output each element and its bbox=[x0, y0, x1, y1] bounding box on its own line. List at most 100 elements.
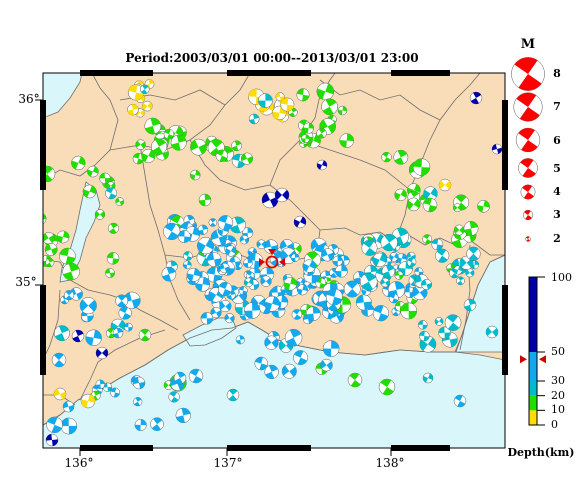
earthquake-event bbox=[218, 281, 233, 297]
earthquake-event bbox=[321, 248, 335, 262]
earthquake-event bbox=[62, 262, 80, 281]
earthquake-event bbox=[381, 151, 392, 163]
earthquake-event bbox=[463, 298, 477, 312]
earthquake-event bbox=[261, 191, 279, 209]
earthquake-event bbox=[175, 407, 191, 424]
earthquake-event bbox=[280, 97, 295, 112]
earthquake-event bbox=[224, 313, 235, 324]
depth-colorbar-bands bbox=[529, 277, 537, 425]
magnitude-symbol-7 bbox=[513, 92, 543, 122]
earthquake-event bbox=[453, 203, 462, 213]
earthquake-event bbox=[359, 273, 378, 291]
earthquake-event bbox=[163, 128, 175, 140]
earthquake-event bbox=[380, 277, 390, 288]
earthquake-event bbox=[296, 88, 310, 102]
lon-label-137: 137° bbox=[214, 456, 243, 470]
earthquake-event bbox=[127, 103, 139, 116]
magnitude-symbol-2 bbox=[525, 236, 531, 242]
magnitude-label-7: 7 bbox=[553, 100, 561, 113]
earthquake-event bbox=[347, 372, 363, 388]
magnitude-label-2: 2 bbox=[553, 232, 561, 245]
earthquake-event bbox=[118, 306, 132, 320]
earthquake-event bbox=[115, 294, 129, 308]
earthquake-event bbox=[302, 259, 316, 273]
earthquake-event bbox=[107, 222, 120, 234]
depth-tick-50: 50 bbox=[551, 345, 565, 358]
depth-band bbox=[529, 381, 537, 396]
earthquake-event bbox=[256, 239, 267, 250]
depth-band bbox=[529, 395, 537, 411]
earthquake-event bbox=[134, 419, 147, 432]
earthquake-event bbox=[421, 278, 433, 290]
target-marker-icon bbox=[259, 249, 285, 269]
earthquake-event bbox=[466, 246, 481, 261]
earthquake-event bbox=[343, 280, 361, 298]
lat-label-35: 35° bbox=[15, 275, 36, 289]
earthquake-event bbox=[231, 140, 242, 152]
earthquake-event bbox=[215, 149, 229, 162]
earthquake-event bbox=[87, 165, 99, 178]
earthquake-event bbox=[62, 400, 75, 413]
earthquake-event bbox=[438, 326, 451, 339]
earthquake-event bbox=[46, 416, 63, 434]
earthquake-event bbox=[60, 417, 78, 435]
earthquake-event bbox=[293, 215, 307, 229]
earthquake-event bbox=[240, 152, 254, 165]
earthquake-event bbox=[115, 197, 125, 207]
earthquake-event bbox=[82, 184, 97, 199]
earthquake-event bbox=[206, 252, 222, 267]
earthquake-event bbox=[235, 335, 245, 345]
earthquake-event bbox=[238, 286, 248, 296]
earthquake-event bbox=[69, 287, 83, 301]
earthquake-event bbox=[456, 276, 465, 286]
axis-labels: 36° 35° 136° 137° 138° bbox=[15, 92, 404, 470]
depth-band bbox=[529, 277, 537, 352]
earthquake-event bbox=[372, 252, 387, 268]
earthquake-event bbox=[189, 169, 201, 181]
earthquake-event bbox=[71, 329, 85, 343]
earthquake-event bbox=[132, 376, 146, 390]
earthquake-event bbox=[254, 356, 269, 371]
earthquake-event bbox=[485, 325, 499, 339]
lat-label-36: 36° bbox=[18, 92, 39, 106]
earthquake-event bbox=[210, 307, 222, 319]
earthquake-event bbox=[274, 187, 290, 203]
lon-label-136: 136° bbox=[65, 456, 94, 470]
earthquake-event bbox=[217, 215, 234, 231]
earthquake-event bbox=[453, 224, 465, 236]
earthquake-event bbox=[112, 327, 124, 339]
magnitude-label-6: 6 bbox=[553, 134, 561, 147]
earthquake-event bbox=[400, 302, 418, 320]
earthquake-event bbox=[275, 92, 285, 102]
earthquake-events bbox=[43, 79, 503, 447]
earthquake-event bbox=[316, 82, 335, 101]
earthquake-event bbox=[258, 93, 273, 109]
earthquake-event bbox=[225, 245, 237, 257]
earthquake-event bbox=[186, 267, 201, 282]
earthquake-event bbox=[197, 224, 209, 235]
earthquake-event bbox=[188, 368, 204, 384]
earthquake-event bbox=[95, 346, 109, 360]
earthquake-event bbox=[99, 172, 111, 184]
depth-tick-20: 20 bbox=[551, 389, 565, 402]
earthquake-event bbox=[389, 252, 399, 262]
earthquake-event bbox=[59, 247, 76, 265]
earthquake-event bbox=[144, 117, 162, 135]
depth-tick-100: 100 bbox=[551, 271, 572, 284]
magnitude-symbol-6 bbox=[515, 127, 541, 153]
magnitude-label-5: 5 bbox=[553, 162, 561, 175]
earthquake-event bbox=[208, 218, 218, 227]
earthquake-event bbox=[337, 105, 348, 116]
earthquake-event bbox=[320, 358, 333, 372]
earthquake-event bbox=[393, 149, 409, 165]
earthquake-event bbox=[43, 231, 55, 245]
earthquake-event bbox=[394, 270, 404, 280]
earthquake-event bbox=[45, 258, 55, 268]
earthquake-event bbox=[142, 100, 153, 112]
earthquake-event bbox=[419, 330, 430, 342]
earthquake-event bbox=[315, 277, 327, 289]
earthquake-event bbox=[71, 155, 86, 171]
earthquake-event bbox=[325, 288, 343, 306]
earthquake-event bbox=[361, 239, 378, 256]
earthquake-event bbox=[51, 352, 67, 368]
